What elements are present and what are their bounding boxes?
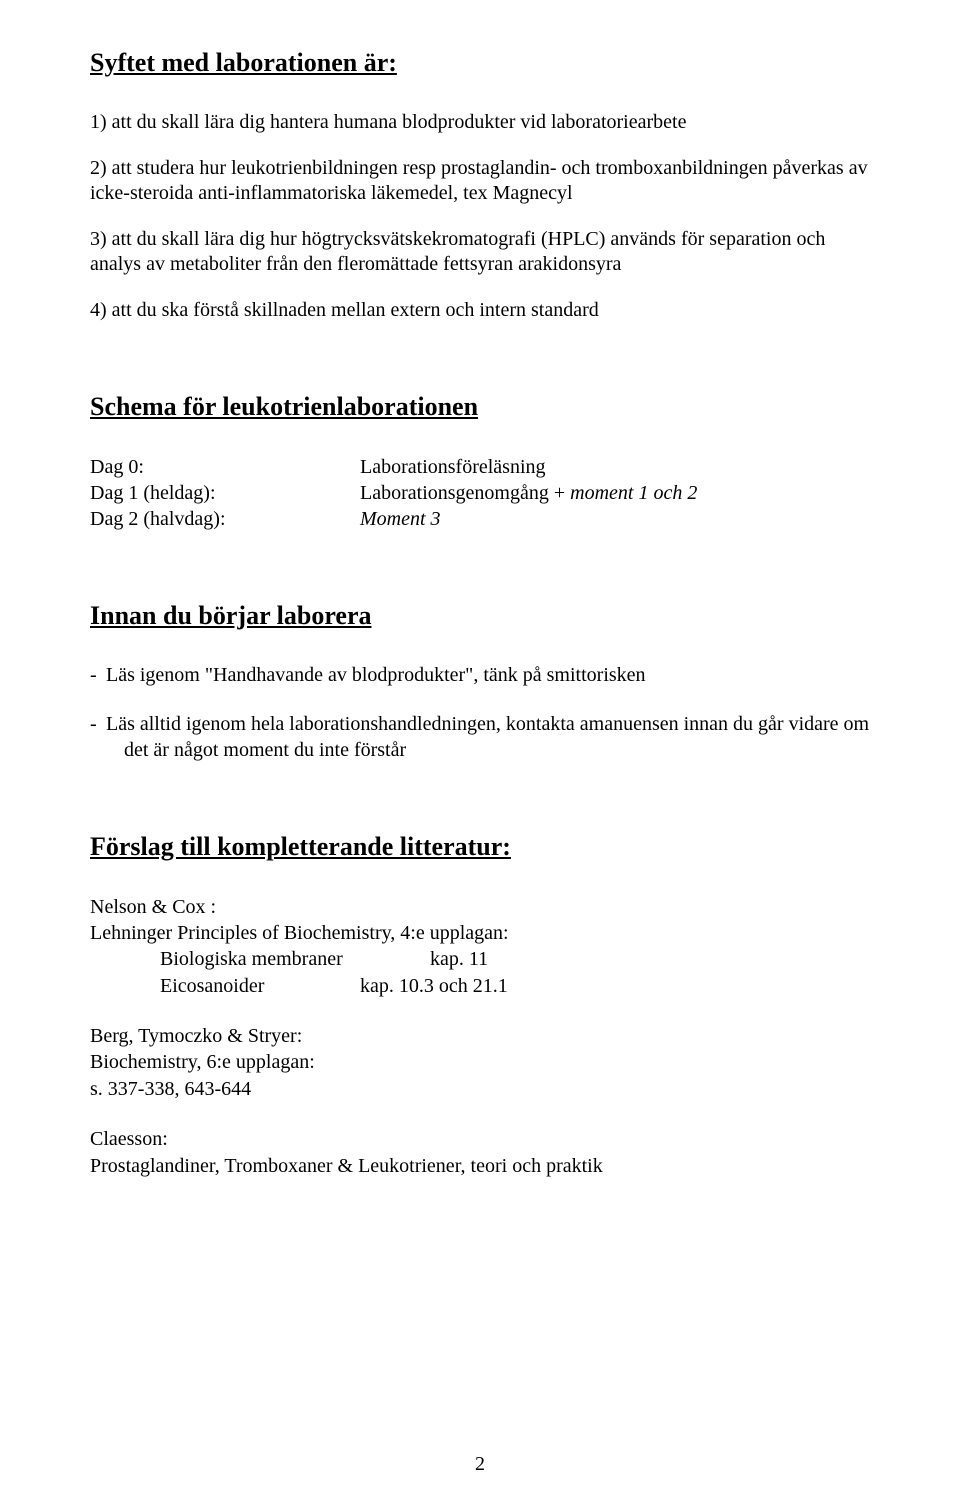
schedule-value: Laborationsföreläsning [360, 454, 870, 480]
spacer [90, 577, 870, 601]
spacer [90, 430, 870, 454]
chapter-label: Eicosanoider [160, 973, 360, 999]
purpose-item-1: 1) att du skall lära dig hantera humana … [90, 110, 870, 136]
literature-heading: Förslag till kompletterande litteratur: [90, 832, 870, 862]
chapter-value: kap. 11 [430, 946, 488, 972]
before-heading: Innan du börjar laborera [90, 601, 870, 631]
schedule-value: Laborationsgenomgång + moment 1 och 2 [360, 480, 870, 506]
schedule-row: Dag 0: Laborationsföreläsning [90, 454, 870, 480]
chapter-row: Biologiska membraner kap. 11 [160, 946, 870, 972]
schedule-label: Dag 0: [90, 454, 360, 480]
spacer [90, 639, 870, 663]
chapter-value: kap. 10.3 och 21.1 [360, 973, 508, 999]
schedule-row: Dag 2 (halvdag): Moment 3 [90, 506, 870, 532]
literature-nelson-book: Lehninger Principles of Biochemistry, 4:… [90, 920, 870, 946]
spacer [90, 870, 870, 894]
purpose-item-4: 4) att du ska förstå skillnaden mellan e… [90, 298, 870, 324]
chapter-row: Eicosanoider kap. 10.3 och 21.1 [160, 973, 870, 999]
schedule-value-italic: Moment 3 [360, 506, 870, 532]
page-number: 2 [0, 1453, 960, 1476]
chapter-label: Biologiska membraner [160, 946, 430, 972]
schedule-row: Dag 1 (heldag): Laborationsgenomgång + m… [90, 480, 870, 506]
purpose-item-2: 2) att studera hur leukotrienbildningen … [90, 156, 870, 207]
literature-berg: Berg, Tymoczko & Stryer: Biochemistry, 6… [90, 1023, 870, 1102]
before-item-text: Läs alltid igenom hela laborationshandle… [106, 712, 870, 763]
spacer [90, 788, 870, 832]
spacer [90, 86, 870, 110]
schedule-value-prefix: Laborationsgenomgång + [360, 482, 570, 504]
before-item-text: Läs igenom "Handhavande av blodprodukter… [106, 663, 870, 689]
spacer [90, 533, 870, 577]
before-item: - Läs igenom "Handhavande av blodprodukt… [90, 663, 870, 689]
dash-marker: - [90, 663, 106, 689]
purpose-item-3: 3) att du skall lära dig hur högtrycksvä… [90, 227, 870, 278]
literature-berg-pages: s. 337-338, 643-644 [90, 1076, 870, 1102]
purpose-heading: Syftet med laborationen är: [90, 48, 870, 78]
before-item: - Läs alltid igenom hela laborationshand… [90, 712, 870, 763]
literature-berg-author: Berg, Tymoczko & Stryer: [90, 1023, 870, 1049]
literature-berg-book: Biochemistry, 6:e upplagan: [90, 1049, 870, 1075]
literature-nelson-author: Nelson & Cox : [90, 894, 870, 920]
schedule-label: Dag 1 (heldag): [90, 480, 360, 506]
literature-nelson: Nelson & Cox : Lehninger Principles of B… [90, 894, 870, 1000]
literature-claesson-author: Claesson: [90, 1126, 870, 1152]
schedule-heading: Schema för leukotrienlaborationen [90, 392, 870, 422]
schedule-label: Dag 2 (halvdag): [90, 506, 360, 532]
schedule-value-italic: moment 1 och 2 [570, 482, 697, 504]
literature-claesson: Claesson: Prostaglandiner, Tromboxaner &… [90, 1126, 870, 1179]
spacer [90, 348, 870, 392]
literature-claesson-title: Prostaglandiner, Tromboxaner & Leukotrie… [90, 1153, 870, 1179]
dash-marker: - [90, 712, 106, 763]
